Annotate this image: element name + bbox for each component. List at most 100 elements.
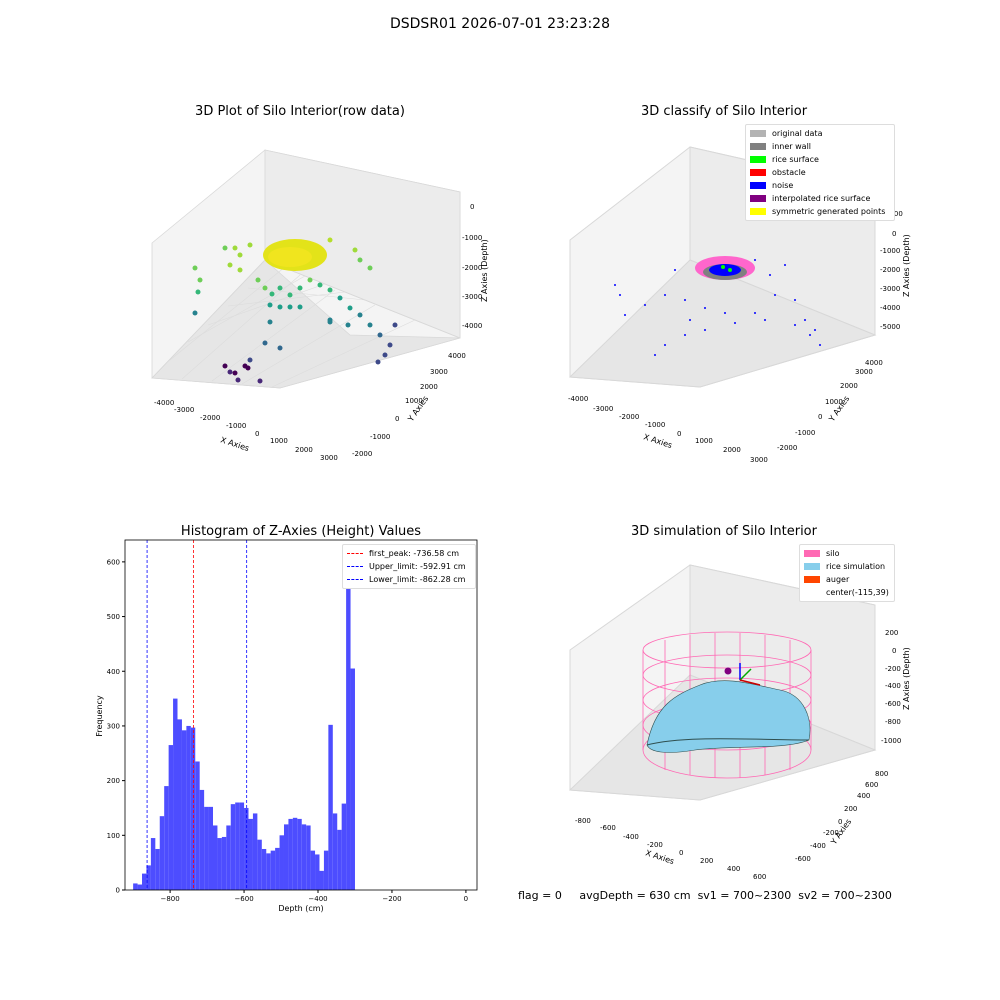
- histogram-bar: [181, 730, 187, 890]
- histogram-bar: [230, 804, 236, 890]
- x-tick: -3000: [593, 405, 613, 413]
- legend-item: obstacle: [746, 166, 894, 179]
- histogram-bar: [213, 825, 218, 890]
- histogram-legend: first_peak: -736.58 cm Upper_limit: -592.…: [342, 544, 476, 589]
- raw-z-label: Z Axies (Depth): [480, 239, 489, 302]
- z-tick: -800: [885, 718, 901, 726]
- x-tick: 1000: [695, 437, 713, 445]
- legend-label: inner wall: [772, 142, 812, 151]
- z-tick: 0: [892, 230, 896, 238]
- legend-line: [347, 553, 363, 554]
- legend-item: original data: [746, 127, 894, 140]
- sv2-text: sv2 = 700~2300: [798, 889, 892, 902]
- histogram-bar: [288, 818, 293, 890]
- legend-swatch: [804, 576, 820, 583]
- avg-depth-text: avgDepth = 630 cm: [579, 889, 691, 902]
- x-tick: 0: [255, 430, 259, 438]
- z-tick: -4000: [880, 304, 900, 312]
- histogram-bar: [301, 824, 307, 890]
- z-tick: -4000: [462, 322, 482, 330]
- sim-3d-plot: -800 -600 -400 -200 0 200 400 600 X Axie…: [568, 564, 911, 880]
- figure-title: DSDSR01 2026-07-01 23:23:28: [389, 16, 610, 32]
- histogram-bar: [159, 816, 165, 890]
- legend-swatch: [750, 143, 766, 150]
- legend-swatch: [804, 550, 820, 557]
- legend-item: first_peak: -736.58 cm: [343, 547, 475, 560]
- z-tick: -400: [885, 682, 901, 690]
- legend-label: original data: [772, 129, 823, 138]
- y-tick: 3000: [430, 368, 448, 376]
- legend-line: [347, 579, 363, 580]
- x-tick: 600: [753, 873, 766, 880]
- z-tick: 0: [892, 647, 896, 655]
- y-tick-label: 400: [107, 668, 120, 676]
- sim-x-label: X Axies: [644, 848, 675, 866]
- z-tick: -1000: [462, 234, 482, 242]
- histogram-bar: [248, 818, 253, 890]
- histogram-bar: [146, 865, 151, 890]
- z-tick: -200: [885, 665, 901, 673]
- x-tick: 2000: [723, 446, 741, 454]
- histogram-bar: [235, 802, 240, 890]
- sim-plot-title: 3D simulation of Silo Interior: [631, 524, 817, 539]
- x-tick: -200: [647, 841, 663, 849]
- z-tick: 200: [885, 629, 898, 637]
- legend-item: auger: [800, 573, 894, 586]
- status-line: flag = 0 avgDepth = 630 cm sv1 = 700~230…: [518, 889, 892, 902]
- z-tick: -3000: [880, 285, 900, 293]
- legend-swatch: [750, 156, 766, 163]
- histogram-bar: [328, 724, 333, 890]
- z-tick: -600: [885, 700, 901, 708]
- histogram-bar: [133, 883, 138, 890]
- legend-swatch: [750, 169, 766, 176]
- z-tick: -1000: [880, 247, 900, 255]
- histogram-bar: [177, 719, 182, 890]
- legend-label: interpolated rice surface: [772, 194, 871, 203]
- x-tick: -2000: [200, 414, 220, 422]
- histogram-bar: [204, 806, 209, 890]
- x-tick: -1000: [645, 421, 665, 429]
- z-tick: -1000: [881, 737, 901, 745]
- classify-x-label: X Axies: [642, 432, 673, 450]
- sv1-text: sv1 = 700~2300: [697, 889, 792, 902]
- legend-label: rice surface: [772, 155, 819, 164]
- histogram-bar: [319, 870, 324, 890]
- histogram-bar: [244, 807, 249, 890]
- y-tick-label: 500: [107, 613, 120, 621]
- histogram-bar: [306, 825, 311, 890]
- legend-item: symmetric generated points: [746, 205, 894, 218]
- x-tick: 3000: [320, 454, 338, 462]
- histogram-bar: [323, 850, 329, 890]
- y-tick: 1000: [405, 397, 423, 405]
- histogram-bar: [257, 839, 262, 890]
- sim-z-label: Z Axies (Depth): [902, 647, 911, 710]
- x-tick-label: −600: [234, 895, 253, 903]
- y-tick-label: 200: [107, 777, 120, 785]
- x-tick: 2000: [295, 446, 313, 454]
- histogram-bar: [164, 786, 169, 890]
- y-tick: 0: [838, 818, 842, 826]
- legend-line: [347, 566, 363, 567]
- histogram-bar: [315, 854, 320, 890]
- y-tick-label: 300: [107, 722, 120, 730]
- histogram-bar: [292, 817, 298, 890]
- auger-axes: [724, 663, 761, 686]
- histogram-bar: [142, 873, 147, 890]
- flag-text: flag = 0: [518, 889, 562, 902]
- histogram-bar: [252, 813, 258, 890]
- x-tick-label: −200: [382, 895, 401, 903]
- y-tick-label: 0: [116, 887, 120, 895]
- z-tick: -2000: [880, 266, 900, 274]
- legend-label: rice simulation: [826, 562, 886, 571]
- legend-item: Lower_limit: -862.28 cm: [343, 573, 475, 586]
- legend-swatch: [750, 195, 766, 202]
- raw-x-label: X Axies: [219, 435, 250, 453]
- histogram-bar: [332, 813, 338, 890]
- legend-swatch: [750, 208, 766, 215]
- x-tick: 200: [700, 857, 713, 865]
- raw-points: [192, 237, 398, 384]
- histogram-bar: [195, 761, 200, 890]
- classify-z-label: Z Axies (Depth): [902, 234, 911, 297]
- legend-swatch: [750, 182, 766, 189]
- histogram-bar: [283, 824, 289, 890]
